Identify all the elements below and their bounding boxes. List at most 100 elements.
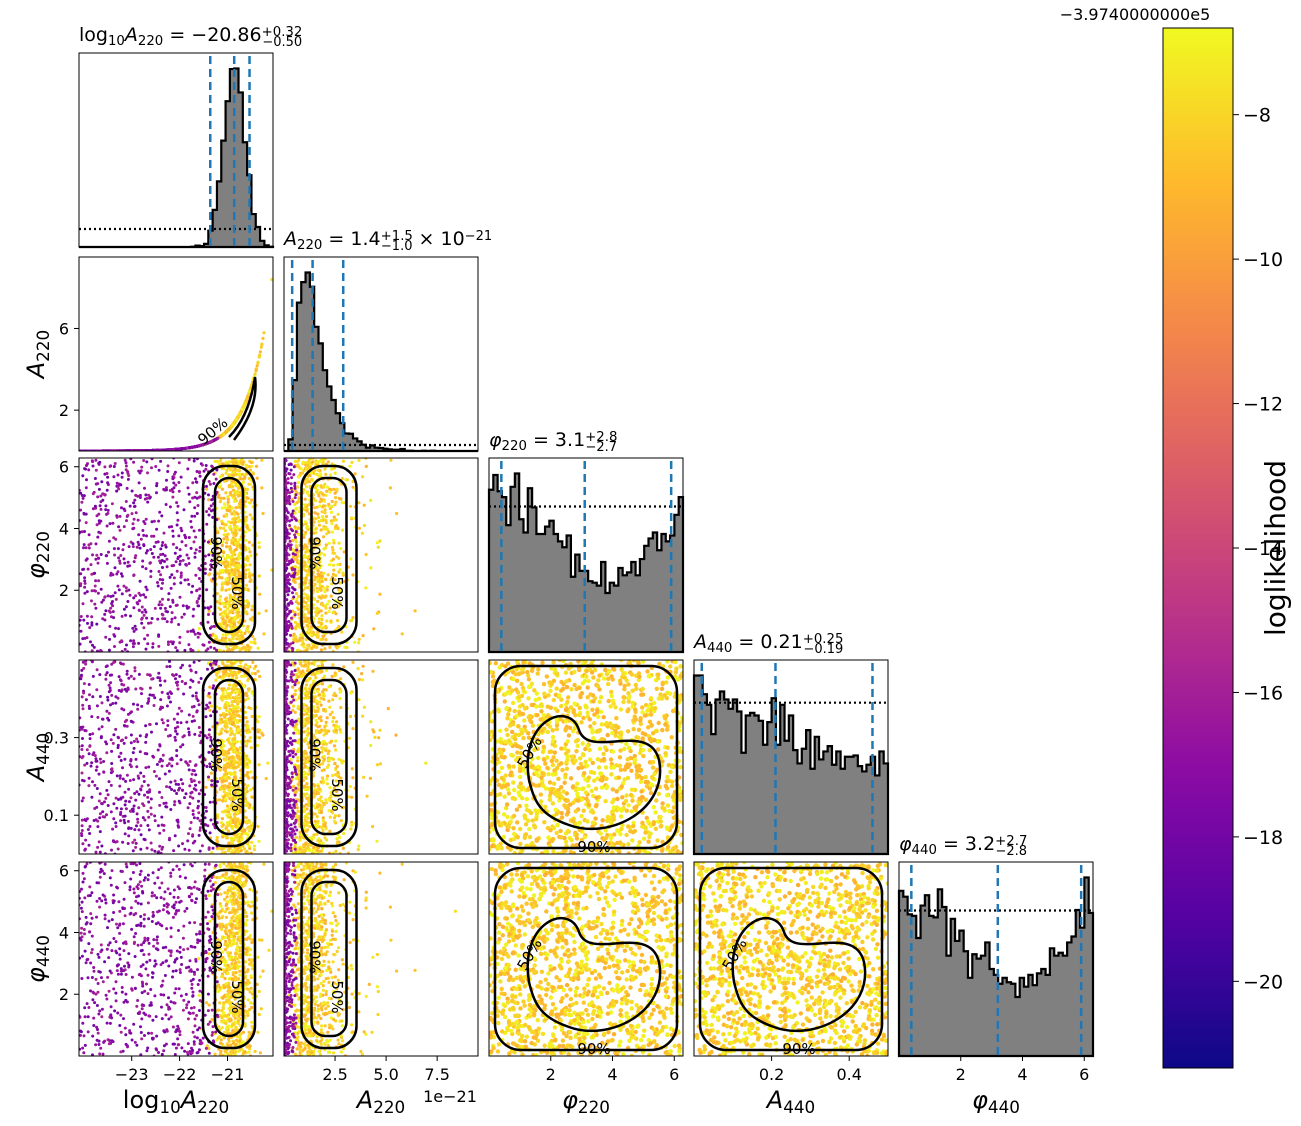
sample-point-low [157, 634, 161, 638]
sample-point-low [84, 467, 87, 471]
sample-point-low [156, 555, 160, 559]
label-part: 220 [502, 439, 527, 454]
sample-point [303, 578, 307, 583]
sample-point [314, 565, 318, 569]
sample-point-low [141, 559, 145, 563]
sample-point [225, 514, 229, 518]
sample-point [257, 611, 261, 616]
sample-point [233, 623, 237, 627]
sample-point [225, 623, 229, 627]
sample-point [249, 640, 253, 644]
sample-point [264, 609, 268, 613]
sample-point [317, 515, 321, 520]
sample-point-low [89, 563, 93, 567]
sample-point-low [287, 573, 291, 576]
sample-point-low [193, 514, 197, 518]
sample-point-low [284, 595, 287, 599]
contour-50 [213, 476, 245, 634]
sample-point-low [154, 465, 158, 468]
sample-point [337, 541, 341, 545]
sample-point-low [171, 598, 175, 602]
sample-point [234, 603, 238, 607]
sample-point [334, 518, 338, 522]
sample-point-low [212, 472, 216, 476]
sample-point [332, 541, 336, 545]
sample-point-low [284, 487, 287, 491]
sample-point [324, 521, 328, 525]
sample-point-low [123, 458, 127, 462]
sample-point-low [126, 470, 130, 474]
sample-point [340, 528, 345, 532]
sample-point [293, 557, 297, 561]
sample-point [333, 599, 338, 603]
sample-point-low [204, 467, 208, 471]
sample-point-low [188, 500, 192, 504]
sample-point-low [196, 631, 200, 635]
sample-point [297, 607, 301, 612]
sample-point [228, 547, 233, 551]
sample-point [234, 597, 238, 601]
sample-point-low [144, 647, 148, 651]
sample-point-low [132, 596, 136, 600]
sample-point-low [155, 527, 159, 531]
panel-title-A220: A220 = 1.4+1.5 −1.0 × 10−21 [282, 228, 492, 254]
sample-point-low [122, 525, 126, 529]
sample-point-low [103, 618, 107, 622]
sample-point [224, 627, 228, 632]
label-part: A [123, 24, 138, 46]
sample-point [233, 467, 237, 471]
sample-point-low [160, 514, 164, 518]
sample-point [310, 477, 314, 481]
sample-point-low [169, 640, 173, 644]
sample-point-low [215, 468, 219, 472]
sample-point [213, 459, 217, 463]
sample-point-low [151, 645, 155, 649]
sample-point [238, 472, 242, 476]
sample-point-low [124, 500, 128, 503]
sample-point [197, 649, 201, 652]
sample-point [299, 633, 303, 637]
sample-point [302, 649, 307, 652]
sample-point-low [198, 444, 202, 448]
sample-point-low [93, 504, 97, 508]
sample-point-low [168, 605, 172, 609]
sample-point-low [195, 458, 199, 461]
sample-point [247, 393, 251, 397]
sample-point [229, 604, 233, 608]
sample-point [237, 414, 241, 418]
sample-point-low [286, 488, 290, 492]
sample-point-low [112, 475, 116, 479]
sample-point-low [83, 581, 87, 585]
sample-point [327, 609, 331, 614]
sample-point [224, 556, 228, 560]
sample-point-low [193, 551, 197, 555]
sample-point [230, 648, 234, 652]
sample-point [357, 526, 361, 530]
sample-point-low [115, 572, 119, 576]
sample-point-low [192, 459, 196, 463]
sample-point [227, 620, 231, 624]
sample-point [223, 506, 227, 510]
sample-point [248, 571, 252, 575]
sample-point-low [139, 469, 143, 473]
sample-point-low [88, 626, 92, 630]
sample-point-low [79, 572, 83, 576]
sample-point [211, 632, 215, 636]
sample-point-low [174, 604, 178, 607]
title-minus-error: −2.8 [995, 844, 1027, 859]
sample-point [322, 553, 326, 557]
sample-point [320, 617, 324, 622]
sample-point [322, 535, 326, 539]
sample-point [305, 491, 309, 495]
sample-point-low [293, 486, 297, 490]
diag-panel-phi440: φ440 = 3.2+2.7 −2.8 [897, 833, 1095, 1058]
sample-point-low [194, 548, 198, 552]
sample-point [329, 594, 333, 598]
sample-point [378, 539, 382, 543]
sample-point [316, 577, 320, 581]
sample-point-low [140, 621, 144, 625]
sample-point-low [108, 465, 112, 468]
sample-point [247, 630, 251, 634]
sample-point [227, 460, 231, 464]
